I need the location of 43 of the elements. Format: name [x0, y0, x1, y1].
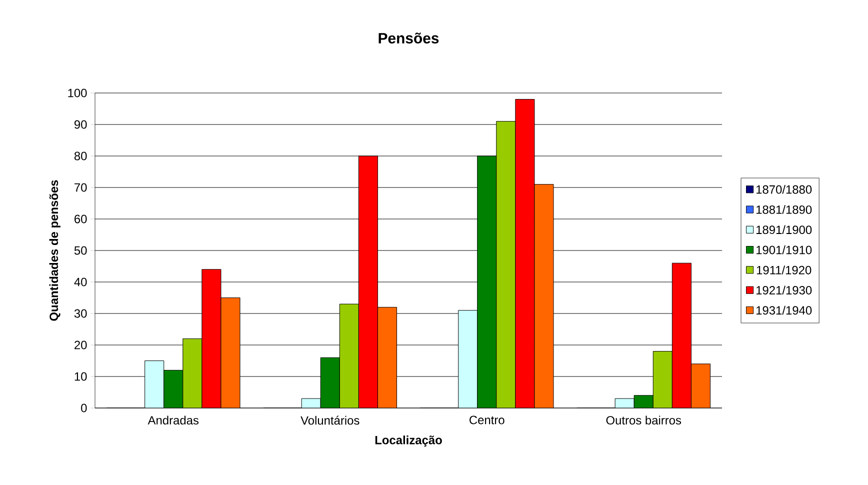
y-tick-label: 70	[74, 183, 87, 192]
y-tick-label: 30	[74, 309, 87, 318]
bar	[182, 338, 202, 408]
x-tick-label: Andradas	[148, 416, 199, 425]
bar	[339, 304, 359, 408]
x-tick-label: Centro	[470, 416, 504, 424]
bar	[220, 297, 240, 408]
legend-label: 1881/1890	[756, 205, 812, 214]
y-tick-label: 0	[81, 404, 87, 412]
chart-title: Pensões	[378, 32, 439, 44]
bar	[377, 306, 397, 408]
bar	[202, 269, 222, 408]
y-tick-label: 90	[74, 120, 87, 129]
legend-label: 1870/1880	[756, 185, 812, 194]
legend-label: 1911/1920	[756, 266, 812, 274]
legend-label: 1921/1930	[756, 286, 812, 294]
x-tick-label: Voluntários	[300, 416, 360, 425]
y-tick-label: 50	[74, 246, 87, 255]
bar	[164, 370, 184, 408]
y-tick-label: 40	[74, 278, 87, 286]
bar	[477, 156, 497, 408]
legend-label: 1891/1900	[756, 225, 812, 234]
y-tick-label: 10	[74, 372, 87, 381]
bar	[320, 357, 340, 408]
x-tick-label: Outros bairros	[606, 416, 682, 425]
y-tick-label: 20	[74, 340, 87, 350]
bar	[652, 351, 672, 408]
bar	[534, 184, 554, 408]
bar	[515, 99, 535, 408]
y-tick-label: 60	[74, 214, 87, 224]
legend-label: 1931/1940	[756, 306, 812, 315]
legend-label: 1901/1910	[756, 245, 812, 254]
bar	[458, 310, 478, 408]
bar	[672, 262, 692, 408]
bar	[690, 364, 710, 408]
bar	[634, 395, 654, 408]
y-tick-label: 80	[74, 152, 87, 160]
bar	[358, 156, 378, 408]
y-axis-title: Quantidades de pensões	[49, 180, 60, 321]
bar	[496, 121, 516, 408]
y-tick-label: 100	[68, 88, 87, 98]
bar	[144, 360, 164, 408]
x-axis-title: Localização	[375, 436, 442, 447]
